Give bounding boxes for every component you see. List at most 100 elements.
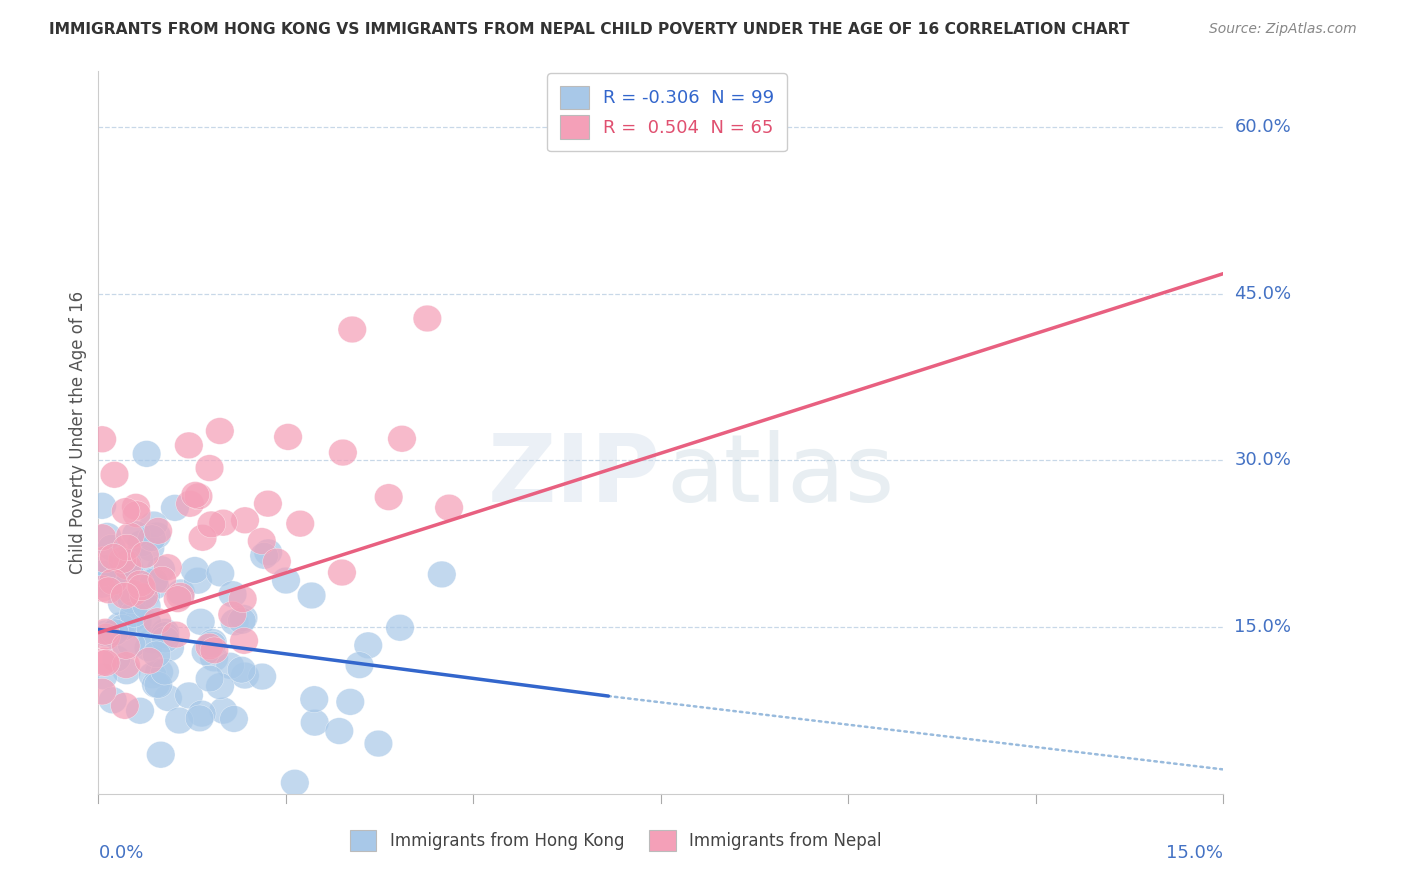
- Ellipse shape: [89, 524, 117, 550]
- Ellipse shape: [90, 648, 118, 674]
- Ellipse shape: [142, 641, 170, 667]
- Ellipse shape: [148, 566, 176, 593]
- Ellipse shape: [188, 524, 217, 551]
- Ellipse shape: [271, 567, 301, 594]
- Ellipse shape: [89, 575, 117, 602]
- Ellipse shape: [150, 626, 180, 653]
- Ellipse shape: [100, 461, 129, 488]
- Ellipse shape: [231, 507, 259, 533]
- Ellipse shape: [132, 441, 160, 467]
- Ellipse shape: [112, 658, 141, 684]
- Ellipse shape: [98, 568, 127, 595]
- Text: 15.0%: 15.0%: [1234, 618, 1291, 636]
- Ellipse shape: [176, 491, 204, 517]
- Ellipse shape: [115, 554, 143, 581]
- Ellipse shape: [200, 645, 228, 672]
- Ellipse shape: [91, 555, 120, 582]
- Ellipse shape: [427, 561, 456, 588]
- Text: Source: ZipAtlas.com: Source: ZipAtlas.com: [1209, 22, 1357, 37]
- Ellipse shape: [91, 618, 120, 645]
- Ellipse shape: [141, 573, 169, 599]
- Ellipse shape: [89, 649, 117, 676]
- Ellipse shape: [138, 627, 167, 654]
- Ellipse shape: [228, 657, 256, 683]
- Ellipse shape: [143, 517, 173, 544]
- Ellipse shape: [125, 547, 153, 573]
- Ellipse shape: [120, 600, 148, 627]
- Ellipse shape: [145, 658, 173, 685]
- Ellipse shape: [150, 618, 180, 645]
- Ellipse shape: [285, 510, 315, 537]
- Ellipse shape: [184, 483, 212, 509]
- Ellipse shape: [108, 615, 136, 641]
- Ellipse shape: [143, 607, 172, 634]
- Ellipse shape: [100, 543, 128, 570]
- Ellipse shape: [197, 511, 225, 538]
- Ellipse shape: [218, 581, 247, 607]
- Ellipse shape: [105, 612, 134, 639]
- Ellipse shape: [153, 685, 183, 711]
- Ellipse shape: [254, 539, 283, 566]
- Ellipse shape: [100, 619, 129, 646]
- Ellipse shape: [337, 316, 367, 343]
- Ellipse shape: [117, 562, 145, 589]
- Ellipse shape: [103, 645, 131, 672]
- Text: 0.0%: 0.0%: [98, 845, 143, 863]
- Ellipse shape: [329, 439, 357, 466]
- Ellipse shape: [205, 417, 233, 444]
- Ellipse shape: [111, 692, 139, 719]
- Ellipse shape: [141, 567, 169, 593]
- Ellipse shape: [93, 523, 121, 549]
- Ellipse shape: [89, 425, 117, 452]
- Ellipse shape: [281, 770, 309, 796]
- Ellipse shape: [128, 574, 156, 600]
- Ellipse shape: [228, 607, 256, 634]
- Ellipse shape: [112, 553, 142, 580]
- Ellipse shape: [98, 687, 127, 714]
- Y-axis label: Child Poverty Under the Age of 16: Child Poverty Under the Age of 16: [69, 291, 87, 574]
- Ellipse shape: [108, 591, 136, 617]
- Ellipse shape: [162, 622, 190, 648]
- Ellipse shape: [132, 581, 160, 607]
- Ellipse shape: [195, 455, 224, 482]
- Ellipse shape: [163, 586, 193, 613]
- Ellipse shape: [325, 718, 353, 745]
- Ellipse shape: [301, 709, 329, 736]
- Ellipse shape: [209, 698, 238, 724]
- Ellipse shape: [114, 580, 142, 607]
- Ellipse shape: [135, 648, 163, 674]
- Ellipse shape: [117, 587, 146, 614]
- Ellipse shape: [336, 689, 364, 715]
- Ellipse shape: [229, 605, 257, 632]
- Ellipse shape: [198, 629, 226, 656]
- Ellipse shape: [174, 682, 204, 709]
- Ellipse shape: [191, 639, 219, 665]
- Ellipse shape: [167, 579, 195, 606]
- Ellipse shape: [136, 534, 165, 561]
- Text: 60.0%: 60.0%: [1234, 118, 1291, 136]
- Ellipse shape: [207, 560, 235, 587]
- Ellipse shape: [434, 494, 464, 521]
- Ellipse shape: [374, 483, 404, 510]
- Ellipse shape: [134, 610, 162, 637]
- Ellipse shape: [139, 568, 169, 595]
- Text: 30.0%: 30.0%: [1234, 451, 1291, 469]
- Ellipse shape: [165, 707, 194, 734]
- Ellipse shape: [150, 658, 179, 685]
- Ellipse shape: [150, 622, 179, 648]
- Ellipse shape: [122, 493, 150, 520]
- Ellipse shape: [142, 672, 170, 698]
- Text: atlas: atlas: [666, 430, 894, 522]
- Ellipse shape: [156, 634, 184, 661]
- Ellipse shape: [146, 556, 176, 582]
- Legend: Immigrants from Hong Kong, Immigrants from Nepal: Immigrants from Hong Kong, Immigrants fr…: [343, 823, 889, 858]
- Ellipse shape: [111, 632, 141, 659]
- Ellipse shape: [89, 560, 117, 587]
- Ellipse shape: [328, 559, 356, 586]
- Ellipse shape: [166, 582, 194, 609]
- Ellipse shape: [229, 627, 259, 654]
- Ellipse shape: [125, 698, 155, 724]
- Ellipse shape: [364, 731, 392, 757]
- Ellipse shape: [231, 662, 259, 689]
- Ellipse shape: [274, 424, 302, 450]
